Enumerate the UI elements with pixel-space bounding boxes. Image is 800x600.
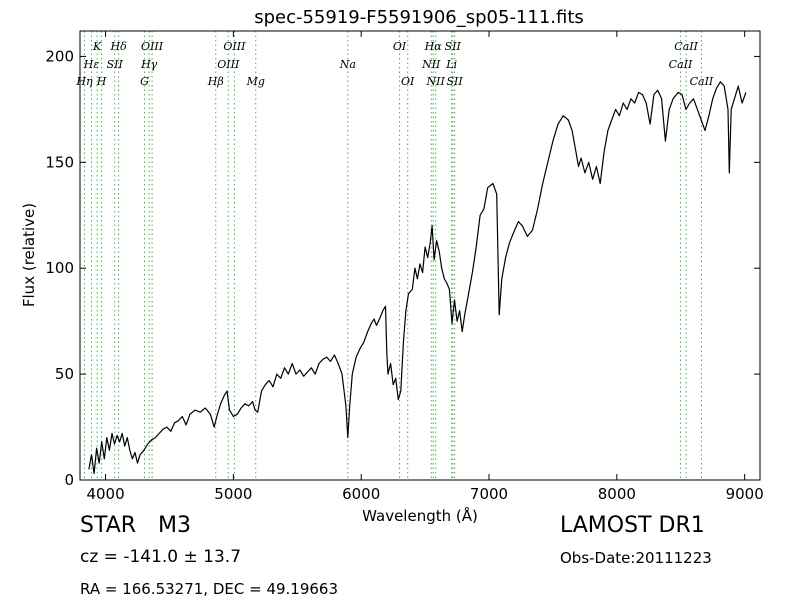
x-tick-label: 7000 (470, 485, 508, 503)
y-tick-label: 200 (45, 47, 74, 65)
y-axis-label: Flux (relative) (20, 203, 38, 307)
cz-error: ± 13.7 (183, 547, 242, 567)
line-label-7: Hγ (140, 58, 158, 71)
line-label-3: H (96, 75, 107, 88)
line-label-16: NII (421, 58, 441, 71)
x-tick-label: 9000 (726, 485, 764, 503)
line-label-20: SII (445, 40, 462, 53)
spectral-line-markers (83, 31, 702, 480)
cz-value: cz = -141.0 (80, 547, 179, 567)
line-label-18: NII (426, 75, 446, 88)
x-tick-label: 8000 (598, 485, 636, 503)
line-label-4: SII (107, 58, 124, 71)
line-label-24: CaII (690, 75, 714, 88)
object-subclass: M3 (158, 513, 191, 538)
line-label-0: Hη (75, 75, 93, 88)
line-label-9: Hβ (207, 75, 224, 88)
line-label-14: OI (393, 40, 407, 53)
line-label-13: Na (339, 58, 356, 71)
object-class: STAR (80, 513, 137, 538)
x-tick-label: 5000 (214, 485, 252, 503)
line-label-6: G (140, 75, 149, 88)
x-tick-label: 4000 (86, 485, 124, 503)
spectrum-series-line (88, 81, 747, 475)
redshift-cz: cz = -141.0 ± 13.7 (80, 547, 241, 567)
line-label-15: OI (401, 75, 415, 88)
axis-ticks: 4000 5000 6000 7000 8000 9000 0 50 100 150 200 (45, 31, 764, 503)
plot-frame (79, 30, 761, 481)
line-label-12: Mg (246, 75, 265, 88)
line-label-1: Hε (83, 58, 100, 71)
line-label-19: Li (445, 58, 457, 71)
line-label-22: CaII (669, 58, 693, 71)
chart-title: spec-55919-F5591906_sp05-111.fits (254, 7, 584, 28)
y-tick-label: 150 (45, 153, 74, 171)
line-label-8: OIII (141, 40, 164, 53)
line-label-21: SII (447, 75, 464, 88)
y-tick-label: 0 (64, 471, 74, 489)
line-label-10: OIII (217, 58, 240, 71)
line-label-2: K (92, 40, 102, 53)
y-tick-label: 50 (55, 365, 74, 383)
observation-date: Obs-Date:20111223 (560, 549, 712, 567)
survey-label: LAMOST DR1 (560, 513, 705, 538)
y-tick-label: 100 (45, 259, 74, 277)
ra-dec-coordinates: RA = 166.53271, DEC = 49.19663 (80, 580, 339, 598)
x-axis-label: Wavelength (Å) (362, 506, 478, 525)
line-label-5: Hδ (109, 40, 127, 53)
line-label-11: OIII (223, 40, 246, 53)
line-label-17: Hα (424, 40, 443, 53)
line-label-23: CaII (674, 40, 698, 53)
spectral-line-labels: HηHεKHSIIHδGHγOIIIHβOIIIOIIIMgNaOIOINIIH… (75, 40, 714, 88)
x-tick-label: 6000 (342, 485, 380, 503)
